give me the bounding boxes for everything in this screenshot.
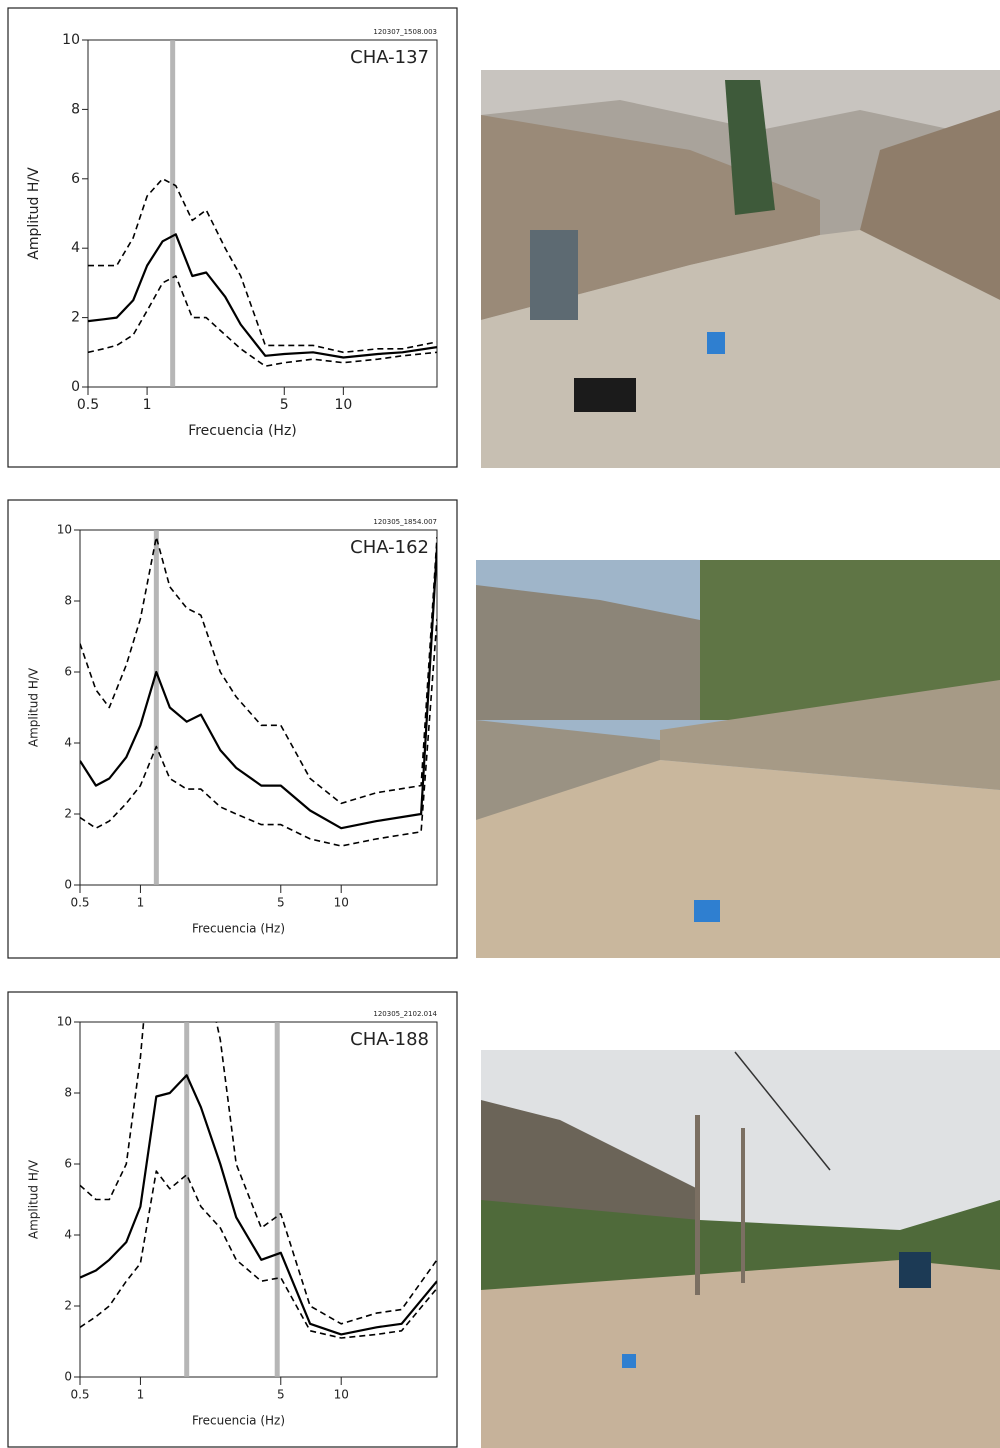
file-id: 120305_2102.014 — [373, 1010, 437, 1018]
x-axis-label: Frecuencia (Hz) — [192, 1414, 285, 1428]
plot-area — [87, 39, 438, 388]
x-tick-label: 1 — [137, 896, 145, 910]
hv-chart: 0 2 4 6 8 10 0.5 1 5 10 Frecuencia (Hz) Amplitud H/… — [7, 7, 458, 468]
y-tick-label: 0 — [64, 878, 72, 892]
x-tick-label: 0.5 — [77, 397, 99, 413]
y-tick-label: 2 — [64, 1299, 72, 1313]
y-tick-label: 2 — [71, 310, 80, 326]
y-axis-label: Amplitud H/V — [27, 1159, 41, 1239]
hv-curve — [80, 536, 437, 805]
plot-lines — [80, 530, 437, 885]
x-tick-label: 10 — [334, 397, 352, 413]
plot-lines — [88, 40, 437, 387]
y-tick-label: 0 — [64, 1370, 72, 1384]
y-axis-label: Amplitud H/V — [27, 667, 41, 747]
y-tick-label: 2 — [64, 807, 72, 821]
y-tick-label: 6 — [64, 665, 72, 679]
hv-curve — [80, 547, 437, 830]
x-tick-label: 10 — [334, 896, 349, 910]
x-tick-label: 1 — [143, 397, 152, 413]
x-axis-label: Frecuencia (Hz) — [188, 423, 297, 439]
hv-chart: 0 2 4 6 8 10 0.5 1 5 10 Frecuencia (Hz) Amplitud H/… — [7, 499, 458, 959]
x-tick-label: 5 — [277, 1388, 285, 1402]
y-tick-label: 4 — [71, 240, 80, 256]
hv-curve — [80, 1170, 437, 1339]
y-tick-label: 8 — [71, 101, 80, 117]
file-id: 120305_1854.007 — [373, 518, 437, 526]
y-tick-label: 10 — [57, 1015, 72, 1029]
y-tick-label: 8 — [64, 594, 72, 608]
hv-curve — [88, 233, 437, 359]
y-tick-label: 0 — [71, 379, 80, 395]
plot-area — [79, 1021, 438, 1378]
y-tick-label: 6 — [71, 171, 80, 187]
x-tick-label: 0.5 — [70, 896, 89, 910]
y-tick-label: 6 — [64, 1157, 72, 1171]
plot-lines — [80, 1022, 437, 1377]
x-tick-label: 1 — [137, 1388, 145, 1402]
y-tick-label: 4 — [64, 736, 72, 750]
x-tick-label: 10 — [334, 1388, 349, 1402]
y-tick-label: 4 — [64, 1228, 72, 1242]
x-tick-label: 5 — [277, 896, 285, 910]
hv-curve — [88, 178, 437, 354]
site-photo — [481, 70, 1000, 468]
site-photo — [481, 1050, 1000, 1448]
x-axis-label: Frecuencia (Hz) — [192, 922, 285, 936]
station-label: CHA-162 — [350, 537, 429, 558]
site-photo — [476, 560, 1000, 958]
hv-chart: 0 2 4 6 8 10 0.5 1 5 10 Frecuencia (Hz) Amplitud H/… — [7, 991, 458, 1448]
file-id: 120307_1508.003 — [373, 28, 437, 36]
y-tick-label: 10 — [57, 523, 72, 537]
station-label: CHA-188 — [350, 1029, 429, 1050]
station-label: CHA-137 — [350, 47, 429, 68]
hv-curve — [80, 1074, 437, 1336]
y-tick-label: 10 — [62, 32, 80, 48]
y-axis-label: Amplitud H/V — [26, 167, 42, 260]
hv-curve — [80, 618, 437, 847]
x-tick-label: 0.5 — [70, 1388, 89, 1402]
hv-curve — [88, 275, 437, 367]
hv-curve — [80, 1022, 437, 1325]
plot-area — [79, 529, 438, 886]
y-tick-label: 8 — [64, 1086, 72, 1100]
x-tick-label: 5 — [280, 397, 289, 413]
